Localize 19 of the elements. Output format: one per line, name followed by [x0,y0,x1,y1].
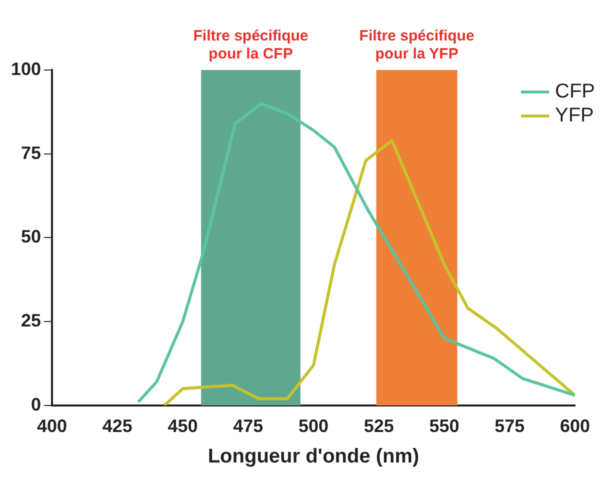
y-tick-label: 50 [21,226,42,247]
y-tick-label: 75 [21,142,42,163]
x-tick-label: 575 [494,416,525,436]
legend-label: YFP [555,104,594,127]
legend-label: CFP [555,80,595,103]
band-label: Filtre spécifique pour la CFP [193,28,308,63]
x-tick-label: 500 [298,416,329,436]
x-axis-title: Longueur d'onde (nm) [208,446,420,468]
y-tick-label: 25 [21,310,42,331]
y-tick-label: 100 [10,58,42,79]
x-tick-label: 475 [233,416,264,436]
x-tick-label: 425 [102,416,132,436]
band-label: Filtre spécifique pour la YFP [359,28,474,63]
x-tick-label: 400 [37,416,68,436]
x-tick-label: 450 [168,416,198,436]
x-tick-label: 525 [364,416,394,436]
x-tick-label: 600 [560,416,590,436]
y-tick-label: 0 [31,394,42,414]
x-tick-label: 550 [429,416,460,436]
